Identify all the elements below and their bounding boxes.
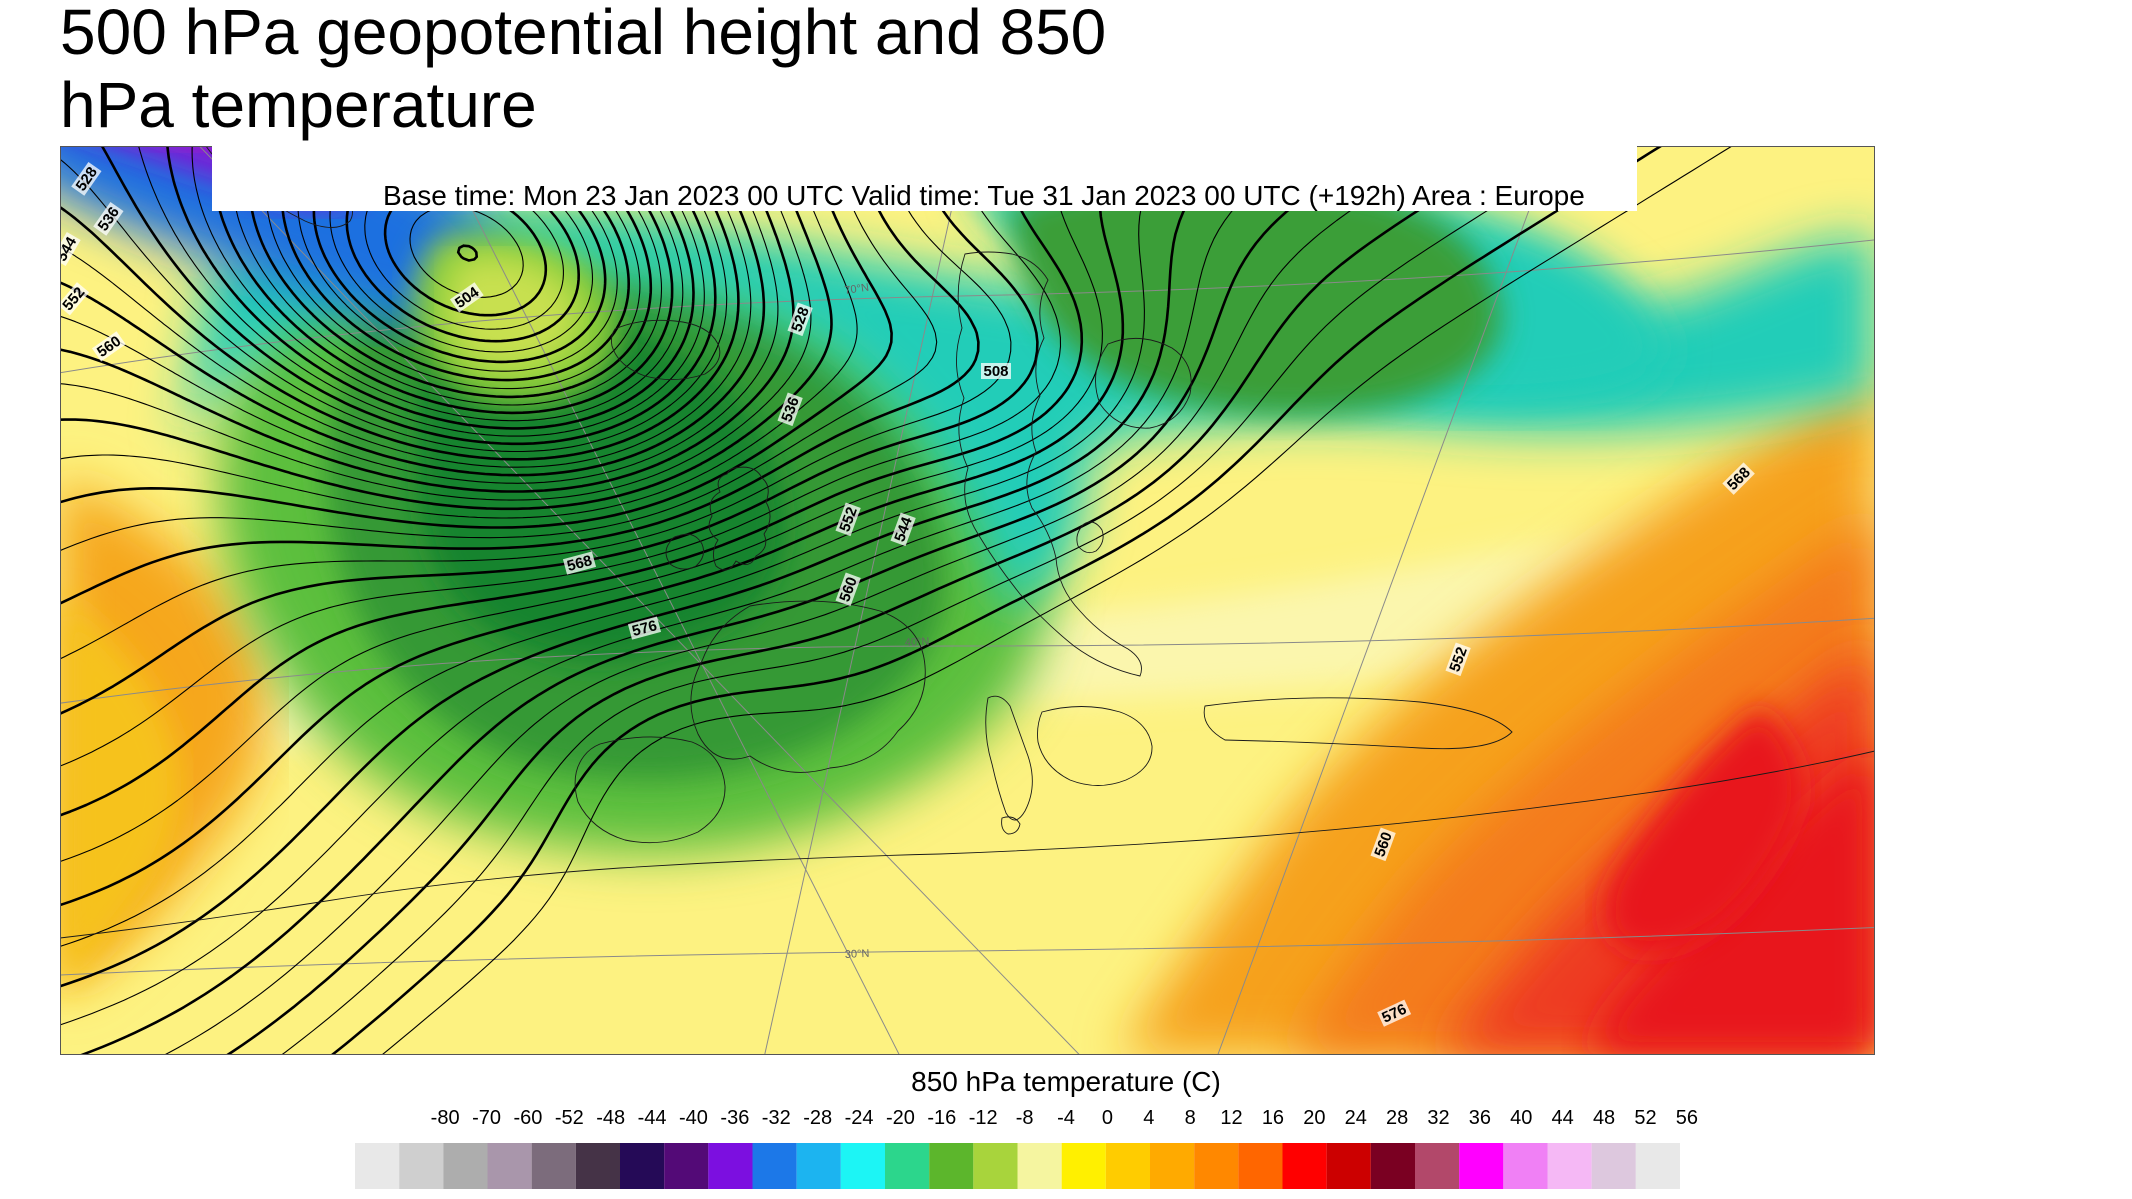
svg-text:40°N: 40°N	[905, 636, 930, 649]
svg-text:30°N: 30°N	[845, 948, 870, 961]
svg-text:508: 508	[983, 363, 1008, 380]
